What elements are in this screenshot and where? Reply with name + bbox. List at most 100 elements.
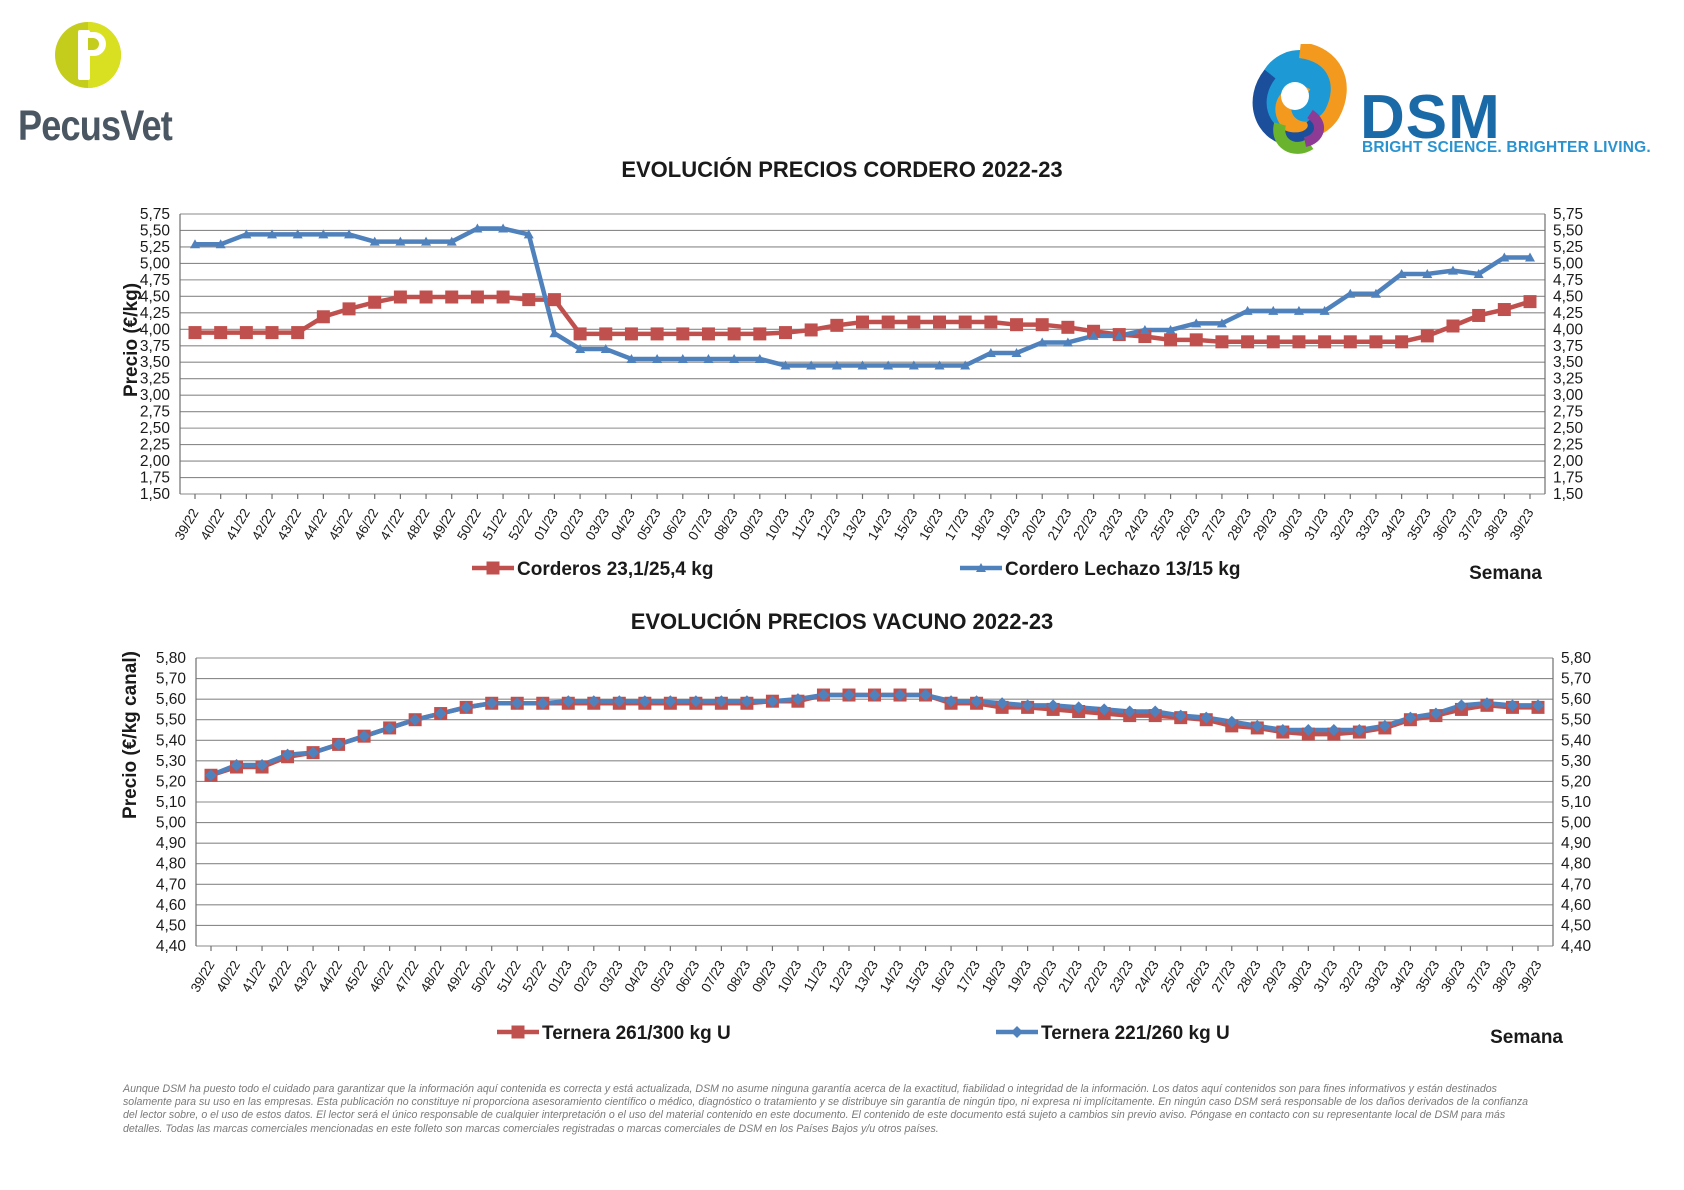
y-tick-label-left: 5,10 [156, 794, 187, 811]
dsm-logo: DSM BRIGHT SCIENCE. BRIGHTER LIVING. [1240, 44, 1651, 174]
data-point [1396, 268, 1407, 278]
data-point [1061, 320, 1075, 334]
pecusvet-leaf-icon [55, 22, 121, 88]
x-tick-label: 16/23 [928, 958, 958, 995]
data-point [958, 315, 972, 329]
data-point [1353, 724, 1366, 736]
y-tick-label-right: 4,50 [1561, 917, 1592, 934]
y-tick-label-right: 2,25 [1553, 437, 1583, 454]
data-point [562, 695, 575, 708]
y-tick-label-right: 2,00 [1553, 453, 1584, 470]
data-point [214, 326, 228, 340]
data-point [650, 327, 664, 341]
data-point [316, 310, 330, 324]
data-point [205, 769, 217, 782]
y-tick-label-left: 5,25 [140, 239, 170, 256]
legend-label: Ternera 221/260 kg U [1041, 1023, 1230, 1044]
x-tick-label: 40/22 [213, 958, 243, 995]
x-tick-label: 36/23 [1438, 958, 1468, 995]
x-tick-label: 30/23 [1276, 506, 1306, 543]
data-point [907, 315, 921, 329]
pecusvet-logo: PecusVet [14, 22, 184, 152]
x-tick-label: 40/22 [197, 506, 227, 543]
data-point [344, 229, 355, 239]
y-tick-label-left: 4,60 [156, 897, 187, 914]
pecusvet-wordmark: PecusVet [18, 102, 173, 150]
y-tick-label-right: 2,50 [1553, 420, 1584, 437]
x-tick-label: 32/23 [1327, 506, 1357, 543]
x-tick-label: 46/22 [366, 958, 396, 995]
data-point [908, 360, 919, 370]
x-tick-label: 47/22 [377, 506, 407, 543]
x-tick-label: 13/23 [851, 958, 881, 995]
x-tick-label: 27/23 [1199, 506, 1229, 543]
data-point [573, 327, 587, 341]
legend-label: Cordero Lechazo 13/15 kg [1005, 559, 1240, 580]
y-tick-label-left: 5,00 [156, 815, 187, 832]
y-tick-label-left: 4,50 [156, 917, 187, 934]
y-tick-label-right: 5,00 [1561, 815, 1592, 832]
data-point [883, 360, 894, 370]
x-tick-label: 50/22 [468, 958, 498, 995]
data-point [701, 327, 715, 341]
y-tick-label-right: 5,30 [1561, 753, 1592, 770]
y-tick-label-right: 4,50 [1553, 288, 1584, 305]
x-tick-label: 19/23 [993, 506, 1023, 543]
data-point [265, 326, 279, 340]
data-point [984, 315, 998, 329]
x-tick-label: 18/23 [979, 958, 1009, 995]
dsm-tagline: BRIGHT SCIENCE. BRIGHTER LIVING. [1362, 139, 1651, 156]
y-tick-label-left: 5,60 [156, 691, 187, 708]
x-tick-label: 49/22 [428, 506, 458, 543]
data-point [1345, 288, 1356, 298]
x-tick-label: 52/22 [519, 958, 549, 995]
x-tick-label: 17/23 [942, 506, 972, 543]
x-tick-label: 04/23 [622, 958, 652, 995]
data-point [1455, 699, 1468, 712]
data-point [536, 697, 549, 710]
data-point [256, 758, 269, 771]
data-point [575, 344, 586, 354]
x-tick-label: 08/23 [711, 506, 741, 543]
y-tick-label-left: 5,40 [156, 732, 187, 749]
x-tick-label: 39/23 [1515, 958, 1545, 995]
data-point [230, 758, 243, 771]
data-point [727, 327, 741, 341]
x-tick-label: 02/23 [557, 506, 587, 543]
data-point [703, 353, 714, 363]
data-point [1251, 719, 1264, 732]
x-tick-label: 21/23 [1045, 506, 1075, 543]
x-tick-label: 07/23 [685, 506, 715, 543]
x-tick-label: 01/23 [545, 958, 575, 995]
data-point [215, 239, 226, 249]
y-tick-label-right: 1,75 [1553, 470, 1583, 487]
x-tick-label: 09/23 [749, 958, 779, 995]
data-point [1506, 699, 1519, 712]
data-point [831, 360, 842, 370]
x-tick-label: 44/22 [300, 506, 330, 543]
y-tick-label-left: 4,80 [156, 856, 187, 873]
x-tick-label: 12/23 [814, 506, 844, 543]
y-tick-label-left: 4,70 [156, 876, 187, 893]
data-point [985, 348, 996, 358]
y-tick-label-right: 5,50 [1561, 712, 1592, 729]
data-point [1037, 337, 1048, 347]
data-point [1276, 724, 1289, 736]
y-tick-label-left: 2,50 [140, 420, 171, 437]
data-point [919, 689, 932, 702]
data-point [1473, 268, 1484, 278]
data-point [1149, 705, 1162, 718]
x-tick-label: 17/23 [953, 958, 983, 995]
x-tick-label: 30/23 [1285, 958, 1315, 995]
y-tick-label-left: 3,00 [140, 387, 171, 404]
y-tick-label-right: 4,00 [1553, 321, 1584, 338]
data-point [1318, 335, 1332, 349]
x-tick-label: 45/22 [341, 958, 371, 995]
y-tick-label-right: 5,00 [1553, 255, 1584, 272]
x-tick-label: 03/23 [582, 506, 612, 543]
x-tick-label: 02/23 [570, 958, 600, 995]
legend: Corderos 23,1/25,4 kg Cordero Lechazo 13/… [472, 559, 1240, 580]
x-tick-label: 29/23 [1250, 506, 1280, 543]
x-tick-label: 09/23 [737, 506, 767, 543]
data-point [1241, 335, 1255, 349]
